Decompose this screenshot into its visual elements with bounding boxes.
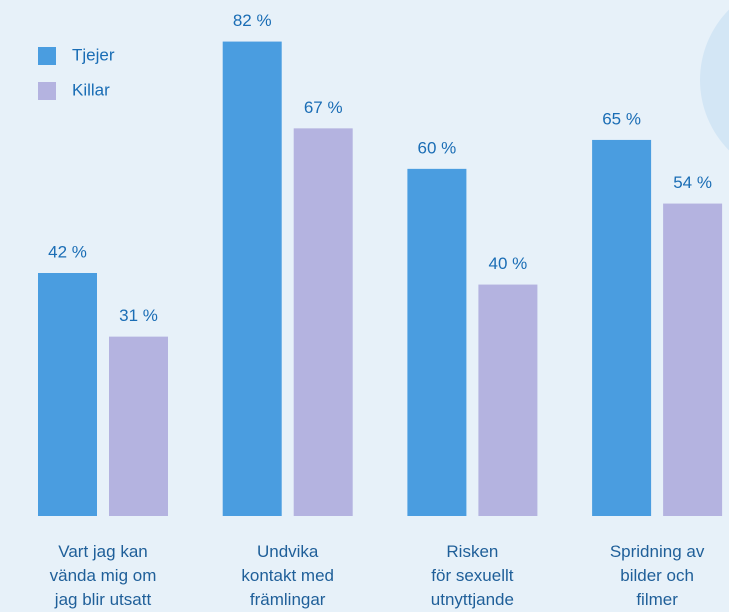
legend-label: Killar	[72, 80, 110, 99]
value-label: 65 %	[602, 109, 641, 128]
bar	[38, 273, 97, 516]
value-label: 82 %	[233, 11, 272, 30]
value-label: 67 %	[304, 98, 343, 117]
bar	[592, 139, 652, 516]
bar	[222, 41, 282, 516]
legend-swatch	[38, 47, 56, 65]
x-tick-label: Vart jag kan vända mig om jag blir utsat…	[49, 542, 157, 609]
legend-label: Tjejer	[72, 45, 115, 64]
value-label: 60 %	[418, 138, 457, 157]
legend-swatch	[38, 82, 56, 100]
x-tick-label: Risken för sexuellt utnyttjande	[430, 542, 514, 609]
value-label: 40 %	[489, 254, 528, 273]
bar	[293, 128, 353, 516]
bar	[109, 336, 168, 516]
x-tick-label: Undvika kontakt med främlingar	[241, 542, 334, 609]
value-label: 42 %	[48, 242, 87, 261]
decor-circle	[700, 9, 729, 151]
value-label: 31 %	[119, 306, 158, 325]
bar	[478, 284, 538, 516]
bar	[407, 168, 467, 516]
value-label: 54 %	[673, 173, 712, 192]
bar	[663, 203, 723, 517]
x-tick-label: Spridning av bilder och filmer	[609, 542, 705, 609]
